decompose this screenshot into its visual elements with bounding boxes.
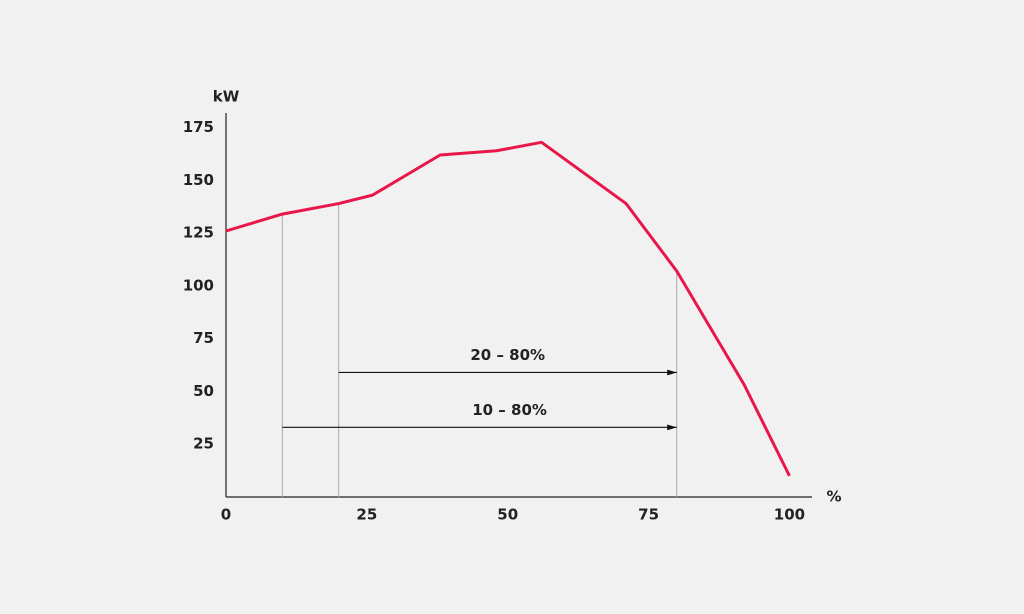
x-tick-label: 50 [497,506,518,524]
x-tick-label: 75 [638,506,659,524]
y-tick-label: 25 [193,435,214,453]
x-tick-label: 25 [356,506,377,524]
y-tick-label: 150 [183,171,214,189]
x-tick-label: 0 [221,506,231,524]
x-tick-label: 100 [774,506,805,524]
y-tick-label: 75 [193,329,214,347]
annotation-label: 10 – 80% [472,401,547,419]
y-tick-label: 100 [183,276,214,294]
y-tick-label: 50 [193,382,214,400]
x-axis-label: % [826,488,841,506]
y-axis-label: kW [213,88,240,106]
y-tick-label: 125 [183,224,214,242]
data-line [225,140,791,477]
annotation-label: 20 – 80% [470,346,545,364]
y-tick-label: 175 [183,118,214,136]
